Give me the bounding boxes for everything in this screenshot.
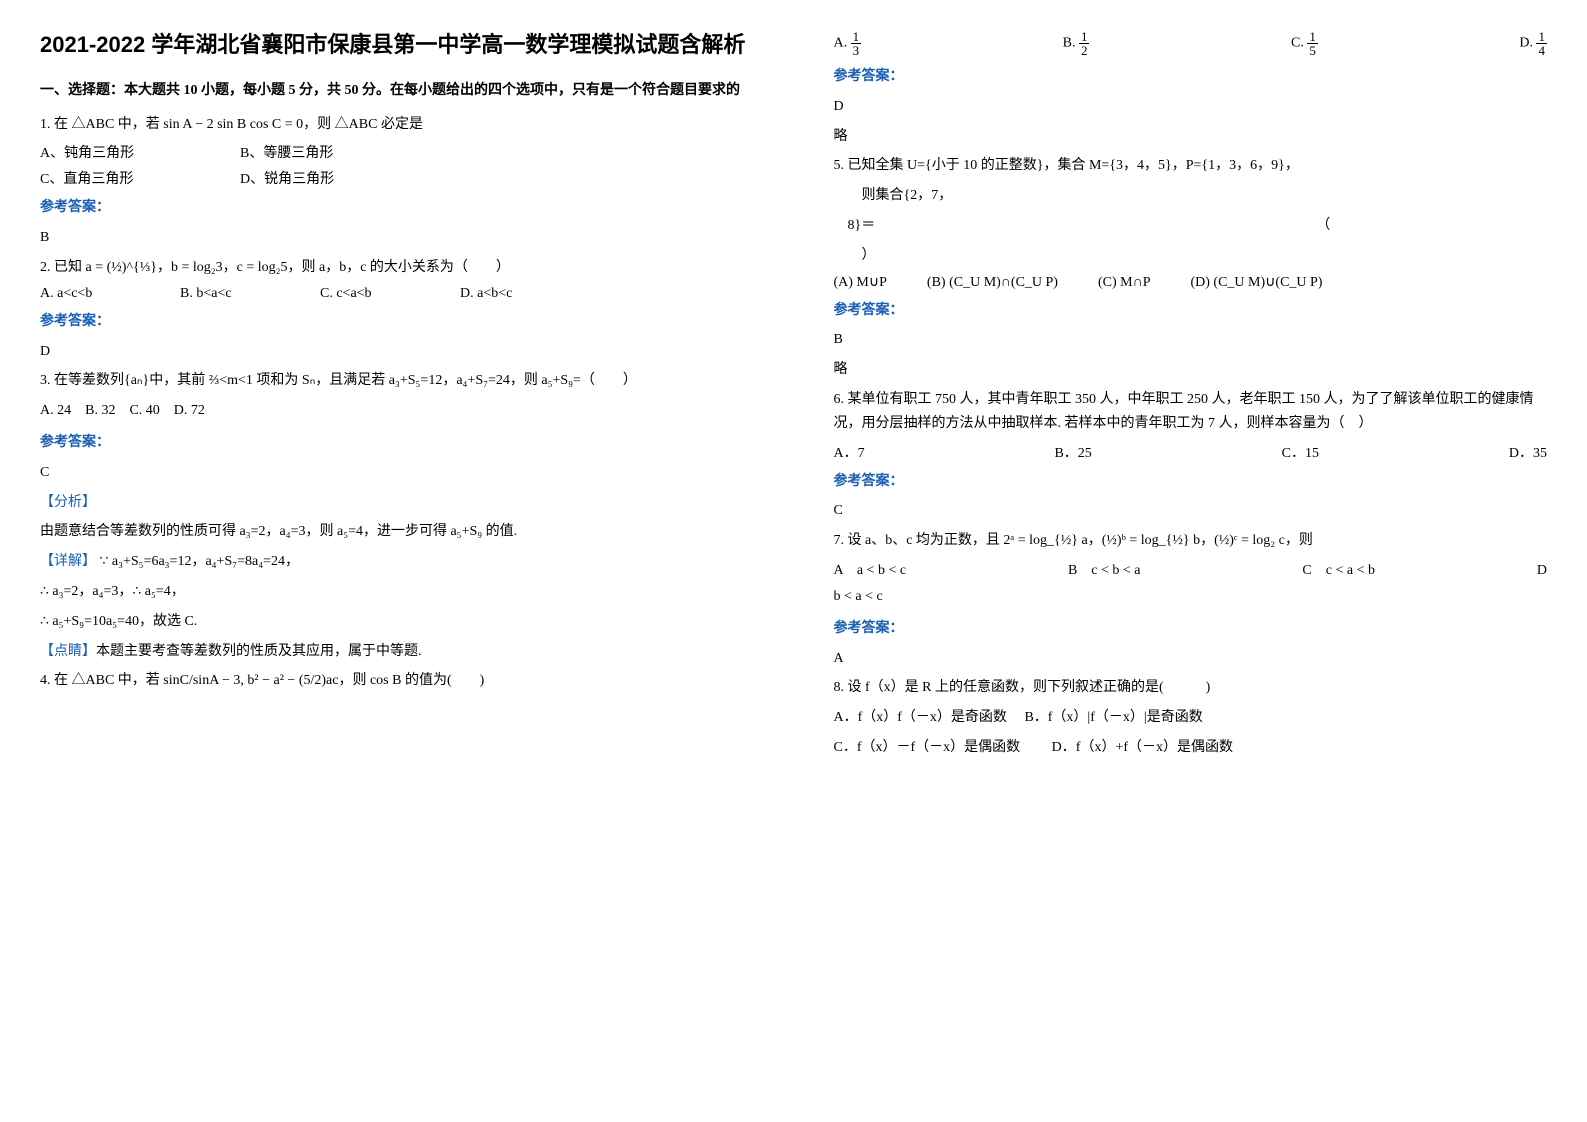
frac-D: 14 <box>1536 30 1547 57</box>
q3-answer: C <box>40 461 754 485</box>
q7-optC: C c < a < b <box>1302 559 1375 579</box>
q7-optD: D <box>1537 563 1547 579</box>
q6-optC: C．15 <box>1282 442 1319 462</box>
q2-optD: D. a<b<c <box>460 286 600 302</box>
left-column: 2021-2022 学年湖北省襄阳市保康县第一中学高一数学理模拟试题含解析 一、… <box>0 0 794 1122</box>
q5-optB: (B) (C_U M)∩(C_U P) <box>927 275 1058 291</box>
q8-row1: A．f（x）f（－x）是奇函数 B．f（x）|f（－x）|是奇函数 <box>834 706 1548 730</box>
q7-answer: A <box>834 647 1548 671</box>
q4-stem: 4. 在 △ABC 中，若 sinC/sinA − 3, b² − a² − (… <box>40 669 754 693</box>
q3-detail1: ∵ a₃+S₅=6a₃=12，a₄+S₇=8a₄=24， <box>100 554 300 569</box>
q6-optD: D．35 <box>1509 442 1547 462</box>
q1-optD: D、锐角三角形 <box>240 168 440 188</box>
q5-options: (A) M∪P (B) (C_U M)∩(C_U P) (C) M∩P (D) … <box>834 274 1548 291</box>
q4-optD-label: D. <box>1519 36 1533 51</box>
q3-detail3: ∴ a₅+S₉=10a₅=40，故选 C. <box>40 610 754 634</box>
q7-optA: A a < b < c <box>834 559 907 579</box>
q8-optA: A．f（x）f（－x）是奇函数 <box>834 710 1007 725</box>
q1-optB: B、等腰三角形 <box>240 142 440 162</box>
q2-optA: A. a<c<b <box>40 286 180 302</box>
q3-detail-label: 【详解】 <box>40 554 96 569</box>
frac-A: 13 <box>851 30 862 57</box>
q3-analysis-label: 【分析】 <box>40 491 754 515</box>
q8-optC: C．f（x）－f（－x）是偶函数 <box>834 740 1021 755</box>
q6-answer-label: 参考答案： <box>834 470 1548 494</box>
exam-title: 2021-2022 学年湖北省襄阳市保康县第一中学高一数学理模拟试题含解析 <box>40 30 754 61</box>
q3-note-label: 【点睛】 <box>40 644 96 659</box>
q3-detail2: ∴ a₃=2，a₄=3，∴ a₅=4， <box>40 580 754 604</box>
q4-optC-label: C. <box>1291 36 1304 51</box>
q4-optA: A. 13 <box>834 30 862 57</box>
q3-analysis: 由题意结合等差数列的性质可得 a₃=2，a₄=3，则 a₅=4，进一步可得 a₅… <box>40 520 754 544</box>
q2-stem: 2. 已知 a = (½)^{⅓}，b = log₂3，c = log₂5，则 … <box>40 256 754 280</box>
q7-options: A a < b < c B c < b < a C c < a < b D <box>834 559 1548 579</box>
q4-answer-label: 参考答案： <box>834 65 1548 89</box>
q3-note: 本题主要考查等差数列的性质及其应用，属于中等题. <box>96 644 422 659</box>
q5-optD: (D) (C_U M)∪(C_U P) <box>1191 274 1323 291</box>
q5-stem3: 8}＝ （ <box>834 214 1548 238</box>
frac-B: 12 <box>1079 30 1090 57</box>
q8-stem: 8. 设 f（x）是 R 上的任意函数，则下列叙述正确的是( ) <box>834 676 1548 700</box>
q2-answer: D <box>40 340 754 364</box>
q6-optB: B．25 <box>1054 442 1091 462</box>
q7-optB: B c < b < a <box>1068 559 1141 579</box>
q1-stem: 1. 在 △ABC 中，若 sin A − 2 sin B cos C = 0，… <box>40 113 754 137</box>
q3-answer-label: 参考答案： <box>40 431 754 455</box>
q3-opts: A. 24 B. 32 C. 40 D. 72 <box>40 399 754 423</box>
q1-options-row2: C、直角三角形 D、锐角三角形 <box>40 168 754 188</box>
q6-options: A．7 B．25 C．15 D．35 <box>834 442 1548 462</box>
q6-answer: C <box>834 499 1548 523</box>
q1-optC: C、直角三角形 <box>40 168 240 188</box>
q5-optA: (A) M∪P <box>834 274 887 291</box>
q3-stem: 3. 在等差数列{aₙ}中，其前 ⅔<m<1 项和为 Sₙ，且满足若 a₃+S₅… <box>40 369 754 393</box>
q8-optB: B．f（x）|f（－x）|是奇函数 <box>1024 710 1202 725</box>
q6-stem: 6. 某单位有职工 750 人，其中青年职工 350 人，中年职工 250 人，… <box>834 388 1548 436</box>
q2-optC: C. c<a<b <box>320 286 460 302</box>
q1-optA: A、钝角三角形 <box>40 142 240 162</box>
q8-optD: D．f（x）+f（－x）是偶函数 <box>1052 740 1233 755</box>
q4-note: 略 <box>834 125 1548 149</box>
q5-answer-label: 参考答案： <box>834 299 1548 323</box>
q5-optC: (C) M∩P <box>1098 275 1151 291</box>
q8-row2: C．f（x）－f（－x）是偶函数 D．f（x）+f（－x）是偶函数 <box>834 736 1548 760</box>
q1-options-row1: A、钝角三角形 B、等腰三角形 <box>40 142 754 162</box>
q4-answer: D <box>834 95 1548 119</box>
q4-optA-label: A. <box>834 36 848 51</box>
q5-stem1: 5. 已知全集 U={小于 10 的正整数}，集合 M={3，4，5}，P={1… <box>834 154 1548 178</box>
q4-optB-label: B. <box>1063 36 1076 51</box>
q2-options: A. a<c<b B. b<a<c C. c<a<b D. a<b<c <box>40 286 754 302</box>
q7-optD2: b < a < c <box>834 585 1548 609</box>
q5-answer: B <box>834 328 1548 352</box>
q4-optB: B. 12 <box>1063 30 1090 57</box>
q5-note: 略 <box>834 358 1548 382</box>
q1-answer-label: 参考答案： <box>40 196 754 220</box>
q7-stem: 7. 设 a、b、c 均为正数，且 2ᵃ = log_{½} a，(½)ᵇ = … <box>834 529 1548 553</box>
q5-stem2: 则集合{2，7， <box>834 184 1548 208</box>
q4-optC: C. 15 <box>1291 30 1318 57</box>
q2-answer-label: 参考答案： <box>40 310 754 334</box>
q1-answer: B <box>40 226 754 250</box>
section-heading: 一、选择题：本大题共 10 小题，每小题 5 分，共 50 分。在每小题给出的四… <box>40 79 754 103</box>
frac-C: 15 <box>1307 30 1318 57</box>
q6-optA: A．7 <box>834 442 865 462</box>
q5-stem4: ） <box>834 244 1548 268</box>
q2-optB: B. b<a<c <box>180 286 320 302</box>
right-column: A. 13 B. 12 C. 15 D. 14 参考答案： D 略 5. 已知全… <box>794 0 1587 1122</box>
q4-optD: D. 14 <box>1519 30 1547 57</box>
q7-answer-label: 参考答案： <box>834 617 1548 641</box>
q4-options: A. 13 B. 12 C. 15 D. 14 <box>834 30 1548 57</box>
